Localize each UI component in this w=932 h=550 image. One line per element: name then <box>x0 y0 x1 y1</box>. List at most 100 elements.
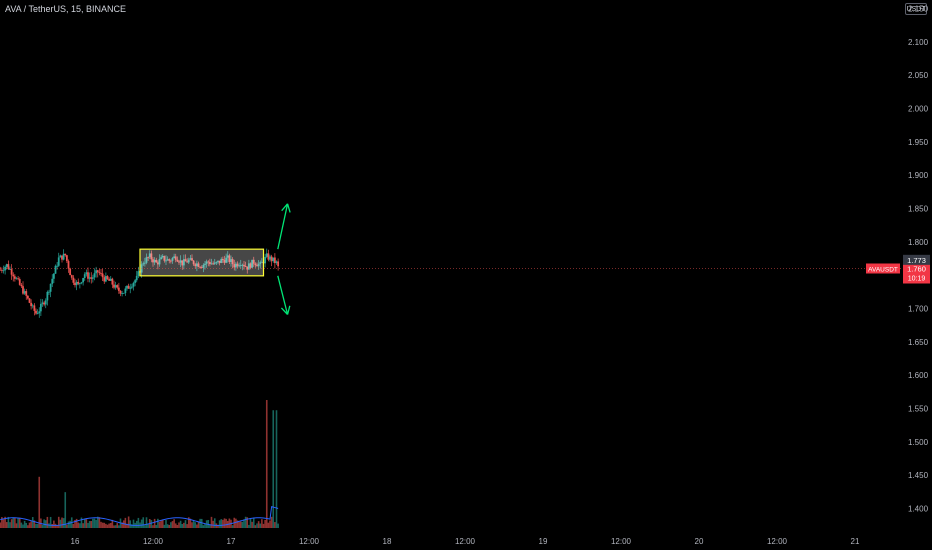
candle-body <box>129 287 132 289</box>
candle-body <box>39 303 42 312</box>
volume-bar <box>239 521 242 528</box>
volume-bar <box>1 517 3 528</box>
candle-body <box>178 261 180 263</box>
candle-body <box>23 291 26 294</box>
candle-body <box>124 288 127 293</box>
candle-body <box>163 255 166 261</box>
volume-bar <box>238 522 240 528</box>
candle-body <box>213 262 216 264</box>
candle-body <box>121 292 124 294</box>
candle-body <box>264 256 267 264</box>
candle-body <box>194 264 197 267</box>
candle-body <box>28 298 31 303</box>
volume-bar <box>213 518 216 528</box>
candle-body <box>256 265 258 267</box>
time-tick-label: 12:00 <box>143 537 164 546</box>
volume-bar <box>72 523 75 528</box>
volume-bar <box>231 525 234 528</box>
volume-bar <box>248 524 250 528</box>
volume-bar <box>57 516 60 528</box>
volume-bar <box>85 519 88 528</box>
candle-body <box>267 253 270 260</box>
candle-body <box>87 272 89 279</box>
candle-body <box>59 255 62 258</box>
time-tick-label: 12:00 <box>767 537 788 546</box>
volume-bar <box>127 516 130 528</box>
volume-bar <box>257 521 260 528</box>
candle-body <box>205 261 208 264</box>
candles <box>0 248 280 318</box>
arrow-up <box>277 203 289 250</box>
annotations[interactable] <box>139 203 291 315</box>
candle-body <box>36 313 39 315</box>
candle-body <box>30 302 33 307</box>
candle-body <box>12 274 15 277</box>
candle-body <box>54 265 57 274</box>
candle-body <box>132 282 135 287</box>
volume-bar <box>150 520 153 528</box>
volume-bar <box>5 522 8 528</box>
currency-badge[interactable]: USDT <box>905 3 927 15</box>
price-tick-label: 1.900 <box>908 171 929 180</box>
volume-bar <box>105 523 107 528</box>
volume-bar <box>38 476 41 528</box>
volume-bar <box>98 517 101 528</box>
volume-bar <box>62 518 65 528</box>
price-tick-label: 1.400 <box>908 505 929 514</box>
volume-bar <box>79 523 81 528</box>
candle-body <box>160 257 163 260</box>
volume-bar <box>28 522 31 528</box>
volume-bar <box>15 523 18 528</box>
candle-body <box>67 261 70 269</box>
volume-bar <box>199 518 201 528</box>
volume-bar <box>90 521 93 528</box>
candle-body <box>72 277 75 283</box>
candle-body <box>127 285 130 289</box>
volume-bar <box>124 517 127 528</box>
candle-body <box>225 257 228 263</box>
volume-bar <box>53 520 55 528</box>
volume-bar <box>135 520 138 528</box>
volume-bar <box>25 522 28 528</box>
candle-body <box>217 260 219 262</box>
candle-body <box>103 277 106 282</box>
candle-body <box>119 290 122 294</box>
candle-body <box>56 265 59 267</box>
candle-body <box>70 275 73 278</box>
candle-body <box>191 258 193 261</box>
arrowhead-up <box>281 203 289 212</box>
candle-body <box>93 273 96 278</box>
candle-body <box>238 265 241 267</box>
volume-bar <box>204 523 206 528</box>
candle-body <box>233 264 236 268</box>
price-labels: AVAUSDT 1.760 10:19 1.773 <box>0 254 930 284</box>
volume-bar <box>187 517 190 528</box>
volume-bar <box>101 522 104 528</box>
volume-bar <box>197 521 200 528</box>
volume-bar <box>163 524 166 528</box>
time-axis[interactable]: 16 12:00 17 12:00 18 12:00 19 12:00 20 12:00 21 <box>71 537 860 546</box>
volume-bar <box>192 520 195 528</box>
volume-bar <box>262 523 265 528</box>
candle-body <box>270 256 273 262</box>
volume-bar <box>235 518 237 528</box>
candle-body <box>78 283 81 285</box>
candle-body <box>134 280 137 283</box>
candle-body <box>174 256 177 260</box>
volume-bar <box>152 525 154 528</box>
volume-bar <box>228 518 231 528</box>
volume-bar <box>165 520 167 528</box>
candle-body <box>246 266 249 270</box>
candle-body <box>176 259 179 262</box>
candle-body <box>44 300 47 305</box>
volume-bar <box>51 524 54 528</box>
volume-bar <box>259 523 262 528</box>
volume-bar <box>132 519 135 528</box>
volume-bar <box>212 520 214 528</box>
volume-bar <box>43 519 45 528</box>
candle-body <box>192 260 195 265</box>
candle-body <box>142 263 145 265</box>
candle-body <box>5 264 8 267</box>
volume-bar <box>7 516 10 528</box>
